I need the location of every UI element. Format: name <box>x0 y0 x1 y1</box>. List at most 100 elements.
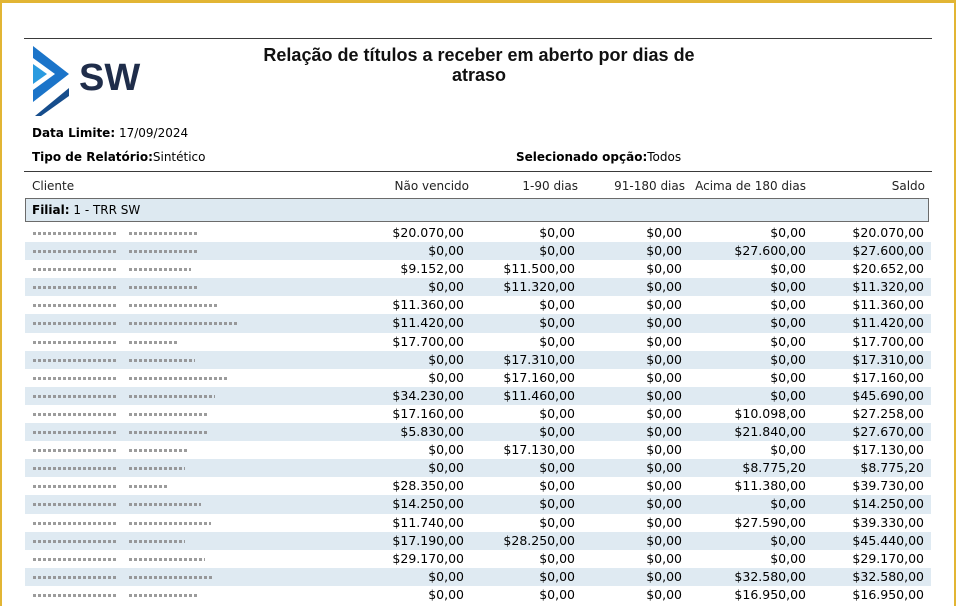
report-title: Relação de títulos a receber em aberto p… <box>263 45 695 85</box>
cell-d1-90: $17.310,00 <box>503 351 575 367</box>
redacted-client-code <box>33 431 117 435</box>
table-row: $0,00 $0,00 $0,00 $32.580,00 $32.580,00 <box>25 567 931 586</box>
cell-nao-vencido: $17.190,00 <box>392 532 464 548</box>
table-row: $11.420,00 $0,00 $0,00 $0,00 $11.420,00 <box>25 314 931 333</box>
cell-saldo: $14.250,00 <box>852 496 924 512</box>
table-row: $29.170,00 $0,00 $0,00 $0,00 $29.170,00 <box>25 550 931 568</box>
cell-acima-180: $0,00 <box>770 279 806 295</box>
cell-saldo: $17.130,00 <box>852 442 924 458</box>
logo-text: SW <box>79 57 141 99</box>
selecionado-opcao-label: Selecionado opção: <box>516 150 648 164</box>
cell-saldo: $20.652,00 <box>852 261 924 277</box>
cell-d91-180: $0,00 <box>646 460 682 476</box>
cell-d91-180: $0,00 <box>646 550 682 566</box>
redacted-client-name <box>129 322 237 326</box>
redacted-client-name <box>129 232 197 235</box>
cell-acima-180: $27.590,00 <box>734 514 806 530</box>
column-header-saldo: Saldo <box>891 179 925 193</box>
cell-saldo: $39.330,00 <box>852 514 924 530</box>
tipo-relatorio: Tipo de Relatório:Sintético <box>32 150 206 164</box>
cell-acima-180: $0,00 <box>770 387 806 403</box>
cell-d91-180: $0,00 <box>646 297 682 313</box>
cell-acima-180: $0,00 <box>770 369 806 385</box>
cell-saldo: $45.440,00 <box>852 532 924 548</box>
redacted-client-name <box>129 593 199 597</box>
cell-d91-180: $0,00 <box>646 442 682 458</box>
cell-d1-90: $0,00 <box>539 243 575 259</box>
redacted-client-code <box>33 394 117 398</box>
table-row: $34.230,00 $11.460,00 $0,00 $0,00 $45.690,00 <box>25 386 931 405</box>
cell-saldo: $17.700,00 <box>852 333 924 349</box>
redacted-client-code <box>33 304 117 308</box>
cell-d91-180: $0,00 <box>646 496 682 512</box>
cell-acima-180: $0,00 <box>770 297 806 313</box>
redacted-client-code <box>33 467 117 471</box>
table-row: $28.350,00 $0,00 $0,00 $11.380,00 $39.730,00 <box>25 477 931 495</box>
cell-d91-180: $0,00 <box>646 532 682 548</box>
cell-d1-90: $0,00 <box>539 424 575 440</box>
cell-d91-180: $0,00 <box>646 225 682 240</box>
data-limite-label: Data Limite: <box>32 126 116 140</box>
cell-acima-180: $0,00 <box>770 261 806 277</box>
redacted-client-name <box>129 557 205 561</box>
redacted-client-code <box>33 250 117 254</box>
table-row: $0,00 $17.130,00 $0,00 $0,00 $17.130,00 <box>25 441 931 459</box>
redacted-client-name <box>129 575 213 579</box>
redacted-client-name <box>129 340 177 344</box>
cell-d1-90: $0,00 <box>539 478 575 494</box>
redacted-client-name <box>129 358 195 362</box>
cell-acima-180: $11.380,00 <box>734 478 806 494</box>
redacted-client-name <box>129 268 191 272</box>
cell-d91-180: $0,00 <box>646 478 682 494</box>
cell-acima-180: $16.950,00 <box>734 586 806 602</box>
cell-acima-180: $21.840,00 <box>734 424 806 440</box>
redacted-client-code <box>33 322 117 326</box>
filial-label: Filial: <box>32 203 70 217</box>
cell-saldo: $45.690,00 <box>852 387 924 403</box>
cell-nao-vencido: $0,00 <box>428 243 464 259</box>
table-row: $14.250,00 $0,00 $0,00 $0,00 $14.250,00 <box>25 495 931 514</box>
cell-nao-vencido: $0,00 <box>428 442 464 458</box>
cell-acima-180: $10.098,00 <box>734 405 806 421</box>
cell-acima-180: $0,00 <box>770 351 806 367</box>
cell-nao-vencido: $0,00 <box>428 568 464 584</box>
cell-acima-180: $0,00 <box>770 532 806 548</box>
redacted-client-code <box>33 557 117 561</box>
cell-d1-90: $0,00 <box>539 460 575 476</box>
redacted-client-name <box>129 376 229 380</box>
redacted-client-code <box>33 521 117 525</box>
column-header-1-90-dias: 1-90 dias <box>522 179 578 193</box>
report-table-body: $20.070,00 $0,00 $0,00 $0,00 $20.070,00 $0,00… <box>25 224 931 604</box>
cell-saldo: $17.160,00 <box>852 369 924 385</box>
redacted-client-code <box>33 449 117 453</box>
table-row: $9.152,00 $11.500,00 $0,00 $0,00 $20.652,00 <box>25 260 931 278</box>
table-row: $17.160,00 $0,00 $0,00 $10.098,00 $27.258,00 <box>25 405 931 423</box>
cell-saldo: $8.775,20 <box>860 460 924 476</box>
cell-nao-vencido: $11.360,00 <box>392 297 464 313</box>
cell-saldo: $27.670,00 <box>852 424 924 440</box>
cell-d1-90: $0,00 <box>539 568 575 584</box>
cell-saldo: $20.070,00 <box>852 225 924 240</box>
tipo-relatorio-value: Sintético <box>152 150 206 164</box>
cell-nao-vencido: $29.170,00 <box>392 550 464 566</box>
cell-d1-90: $0,00 <box>539 333 575 349</box>
cell-acima-180: $32.580,00 <box>734 568 806 584</box>
table-row: $0,00 $0,00 $0,00 $27.600,00 $27.600,00 <box>25 242 931 261</box>
cell-nao-vencido: $20.070,00 <box>392 225 464 240</box>
cell-nao-vencido: $0,00 <box>428 460 464 476</box>
cell-saldo: $11.320,00 <box>852 279 924 295</box>
cell-d1-90: $0,00 <box>539 550 575 566</box>
cell-d91-180: $0,00 <box>646 351 682 367</box>
tipo-relatorio-label: Tipo de Relatório: <box>32 150 153 164</box>
redacted-client-code <box>33 376 117 380</box>
filial-value: 1 - TRR SW <box>73 203 141 217</box>
data-limite: Data Limite: 17/09/2024 <box>32 126 188 140</box>
cell-d91-180: $0,00 <box>646 243 682 259</box>
cell-acima-180: $8.775,20 <box>742 460 806 476</box>
redacted-client-name <box>129 539 185 543</box>
cell-saldo: $27.258,00 <box>852 405 924 421</box>
cell-d1-90: $17.160,00 <box>503 369 575 385</box>
company-logo <box>33 46 69 116</box>
table-row: $17.190,00 $28.250,00 $0,00 $0,00 $45.440,00 <box>25 531 931 550</box>
redacted-client-code <box>33 485 117 489</box>
